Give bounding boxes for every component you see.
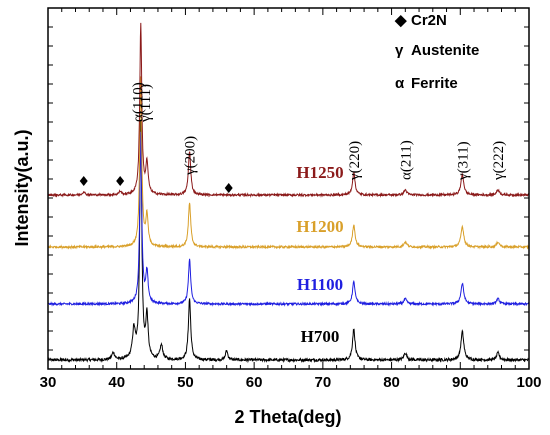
- peak-label: γ(311): [455, 141, 471, 181]
- peak-label: γ(220): [347, 141, 363, 181]
- peak-label: γ(222): [491, 141, 507, 181]
- series-line-h700: [47, 119, 529, 364]
- legend: ◆ Cr2N γ Austenite α Ferrite: [394, 12, 479, 92]
- peak-label: α(211): [398, 140, 414, 180]
- series-label-h1250: H1250: [296, 163, 343, 182]
- y-axis-title: Intensity(a.u.): [12, 129, 32, 246]
- peak-label: γ(111): [138, 84, 154, 123]
- x-axis-title: 2 Theta(deg): [234, 407, 341, 427]
- series-label-layer: H700 H1100 H1200 H1250: [296, 163, 343, 346]
- legend-label: Ferrite: [411, 75, 458, 92]
- x-tick-label: 100: [516, 374, 541, 391]
- x-tick-label: 40: [108, 374, 125, 391]
- series-line-h1250: [47, 22, 530, 198]
- peak-label: γ(200): [183, 136, 199, 176]
- x-tick-label: 90: [452, 374, 469, 391]
- legend-label: Austenite: [411, 42, 479, 59]
- tick-layer: 30 40 50 60 70 80 90 100: [40, 7, 542, 391]
- series-line-h1100: [47, 131, 530, 307]
- cr2n-marker: [79, 176, 88, 186]
- series-label-h700: H700: [301, 327, 340, 346]
- series-label-h1100: H1100: [297, 275, 343, 294]
- peak-label: α(110): [131, 82, 147, 122]
- plot-frame: [47, 7, 530, 370]
- x-tick-label: 70: [315, 374, 332, 391]
- series-layer: [47, 22, 530, 364]
- cr2n-marker: [116, 176, 125, 186]
- x-tick-label: 50: [177, 374, 194, 391]
- series-line-h1200: [47, 76, 530, 250]
- series-label-h1200: H1200: [296, 217, 343, 236]
- legend-symbol: γ: [395, 42, 404, 59]
- legend-symbol: α: [395, 75, 405, 92]
- x-tick-label: 30: [40, 374, 57, 391]
- marker-layer: [79, 176, 233, 193]
- legend-label: Cr2N: [411, 12, 447, 29]
- legend-symbol: ◆: [394, 12, 407, 29]
- cr2n-marker: [224, 183, 233, 193]
- peak-label-layer: α(110)γ(111) γ(200) γ(220) α(211) γ(311) γ(22…: [131, 82, 508, 181]
- x-tick-label: 60: [246, 374, 263, 391]
- x-tick-label: 80: [383, 374, 400, 391]
